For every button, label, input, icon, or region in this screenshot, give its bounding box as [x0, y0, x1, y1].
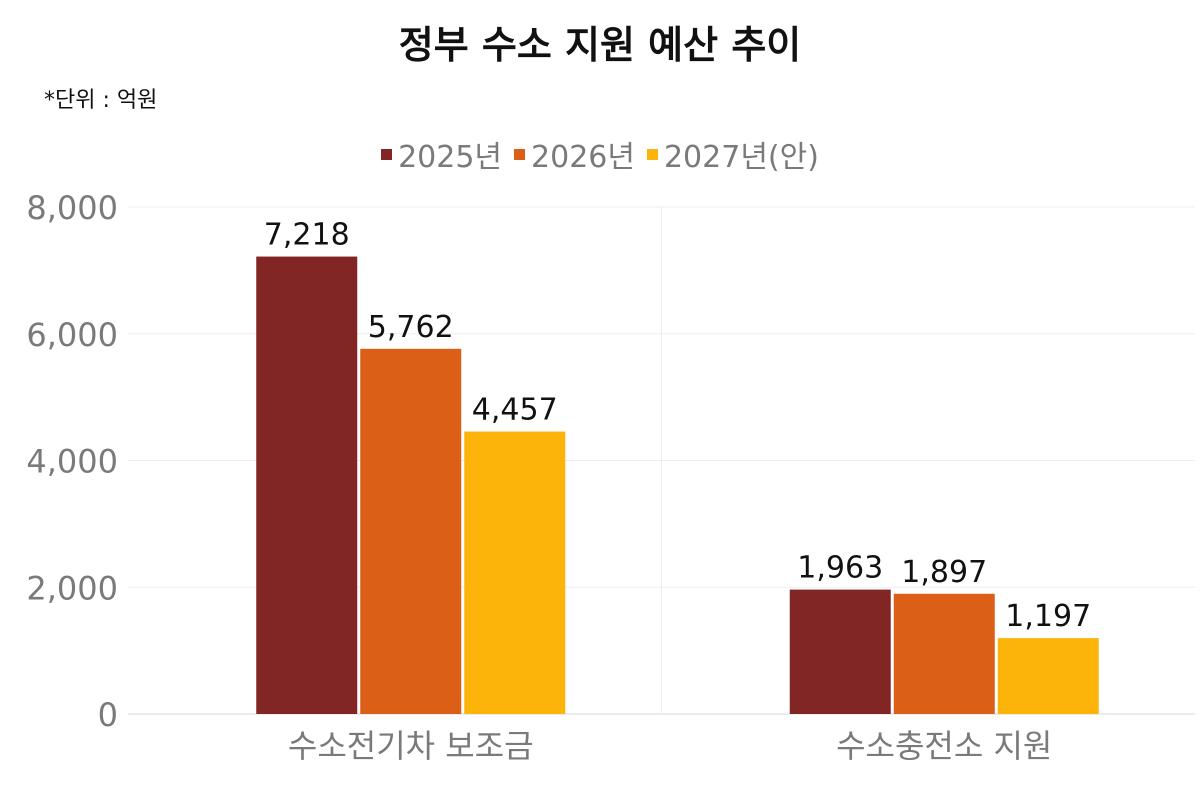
unit-note: *단위 : 억원 — [44, 88, 158, 113]
bar-2025년-수소충전소 지원 — [789, 589, 891, 714]
legend-item-2026: 2026년 — [514, 132, 635, 176]
y-tick-label: 8,000 — [26, 189, 118, 227]
legend-label-2025: 2025년 — [398, 140, 503, 175]
bar-2027년(안)-수소충전소 지원 — [997, 638, 1099, 714]
data-label: 1,897 — [901, 555, 987, 590]
legend-item-2025: 2025년 — [381, 132, 502, 176]
legend-swatch-2025 — [381, 148, 393, 160]
y-tick-label: 0 — [98, 696, 118, 734]
chart-title: 정부 수소 지원 예산 추이 — [398, 23, 802, 67]
data-label: 1,197 — [1005, 599, 1091, 634]
bar-2026년-수소충전소 지원 — [893, 593, 995, 714]
data-label: 4,457 — [472, 393, 558, 428]
y-tick-label: 4,000 — [26, 443, 118, 481]
x-category-label: 수소충전소 지원 — [836, 727, 1052, 765]
data-label: 5,762 — [368, 310, 454, 345]
legend-label-2027: 2027년(안) — [663, 140, 819, 175]
data-label: 1,963 — [797, 551, 883, 586]
legend-item-2027: 2027년(안) — [646, 132, 819, 176]
legend-swatch-2026 — [514, 148, 526, 160]
y-tick-label: 6,000 — [26, 316, 118, 354]
bar-2026년-수소전기차 보조금 — [360, 348, 462, 714]
legend-swatch-2027 — [646, 148, 658, 160]
bar-2027년(안)-수소전기차 보조금 — [464, 431, 566, 714]
bar-2025년-수소전기차 보조금 — [256, 256, 358, 714]
y-tick-label: 2,000 — [26, 569, 118, 607]
legend-label-2026: 2026년 — [531, 140, 635, 175]
legend: 2025년 2026년 2027년(안) — [0, 132, 1200, 176]
x-category-label: 수소전기차 보조금 — [288, 727, 534, 765]
data-label: 7,218 — [264, 218, 350, 253]
